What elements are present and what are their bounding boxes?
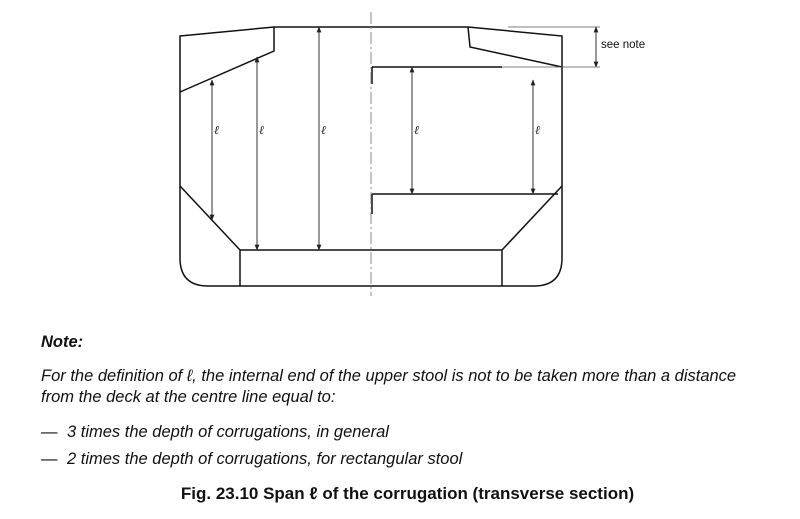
upper-stool-left	[179, 27, 275, 93]
bullet-text: 2 times the depth of corrugations, for r…	[67, 450, 463, 468]
span-label-2: ℓ	[259, 123, 264, 137]
lower-stool-left	[179, 185, 241, 286]
note-bullet: — 2 times the depth of corrugations, for …	[41, 448, 462, 470]
bullet-text: 3 times the depth of corrugations, in ge…	[67, 423, 389, 441]
note-heading: Note:	[41, 333, 84, 351]
span-label-4: ℓ	[414, 123, 419, 137]
bullet-dash: —	[41, 423, 58, 441]
note-text-line-1: For the definition of ℓ, the internal en…	[41, 367, 737, 385]
note-bullet: — 3 times the depth of corrugations, in g…	[41, 421, 389, 443]
note-text-line-2: from the deck at the centre line equal t…	[41, 388, 336, 406]
span-label-1: ℓ	[214, 123, 219, 137]
lower-stool-right	[501, 185, 563, 286]
transverse-section-diagram: ℓ ℓ ℓ ℓ ℓ see note	[179, 12, 645, 296]
bullet-dash: —	[41, 450, 58, 468]
see-note-label: see note	[601, 39, 645, 51]
figure-caption: Fig. 23.10 Span ℓ of the corrugation (tr…	[180, 484, 635, 503]
span-label-3: ℓ	[321, 123, 326, 137]
span-label-5: ℓ	[535, 123, 540, 137]
hull-outline	[179, 26, 563, 287]
upper-stool-right	[467, 26, 563, 68]
